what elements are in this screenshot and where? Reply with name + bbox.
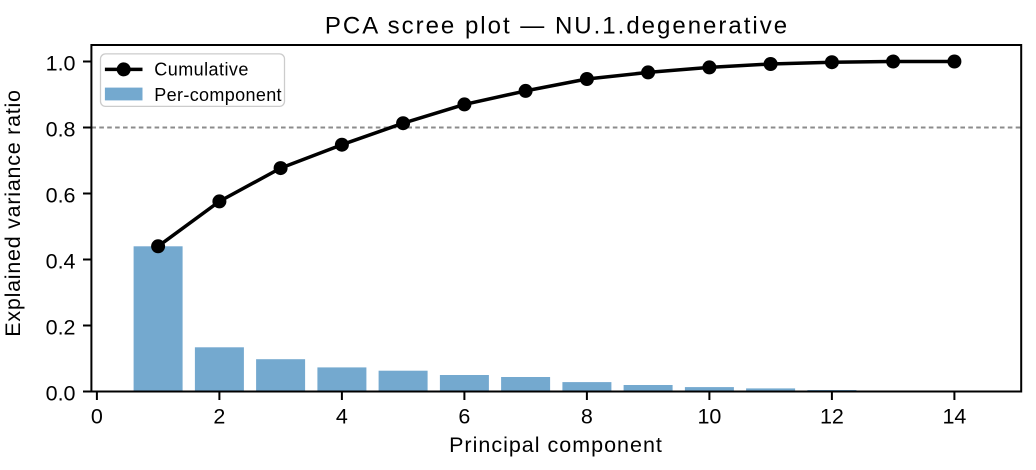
svg-text:1.0: 1.0 — [46, 52, 76, 76]
svg-text:0.0: 0.0 — [46, 382, 76, 406]
svg-text:0.4: 0.4 — [46, 250, 76, 274]
svg-text:10: 10 — [697, 405, 721, 429]
svg-text:12: 12 — [820, 405, 844, 429]
svg-text:0.8: 0.8 — [46, 118, 76, 142]
svg-text:Explained variance ratio: Explained variance ratio — [1, 89, 25, 336]
svg-text:6: 6 — [458, 405, 470, 429]
svg-text:8: 8 — [581, 405, 593, 429]
svg-text:14: 14 — [942, 405, 966, 429]
svg-text:PCA scree plot — NU.1.degenera: PCA scree plot — NU.1.degenerative — [325, 12, 789, 39]
svg-text:4: 4 — [336, 405, 348, 429]
svg-text:0: 0 — [91, 405, 103, 429]
svg-text:0.2: 0.2 — [46, 316, 76, 340]
svg-text:Cumulative: Cumulative — [154, 60, 249, 80]
svg-text:Per-component: Per-component — [154, 85, 282, 105]
svg-text:Principal component: Principal component — [449, 433, 663, 457]
svg-text:0.6: 0.6 — [46, 184, 76, 208]
svg-text:2: 2 — [213, 405, 225, 429]
